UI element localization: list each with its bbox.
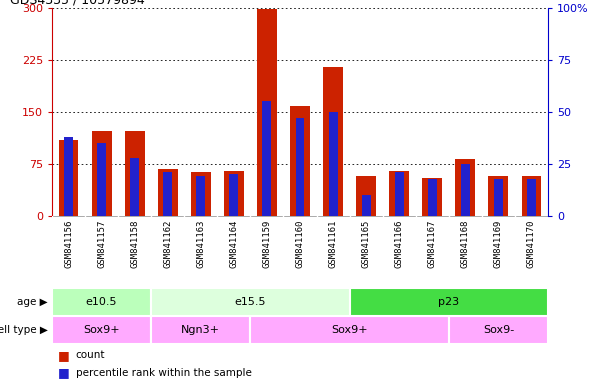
Bar [64, 137, 73, 216]
Bar [263, 101, 271, 216]
Bar [389, 171, 409, 216]
Text: GSM841168: GSM841168 [461, 220, 470, 268]
Bar [329, 112, 337, 216]
Bar [52, 316, 151, 344]
Text: Sox9+: Sox9+ [83, 325, 120, 335]
Text: Ngn3+: Ngn3+ [181, 325, 220, 335]
Text: ■: ■ [58, 366, 74, 379]
Bar [130, 158, 139, 216]
Bar [422, 178, 442, 216]
Text: GSM841169: GSM841169 [494, 220, 503, 268]
Bar [97, 143, 106, 216]
Text: GSM841166: GSM841166 [395, 220, 404, 268]
Bar [527, 179, 536, 216]
Bar [489, 176, 509, 216]
Bar [395, 172, 404, 216]
Bar [494, 179, 503, 216]
Bar [362, 195, 371, 216]
Bar [461, 164, 470, 216]
Bar [356, 176, 376, 216]
Text: Sox9-: Sox9- [483, 325, 514, 335]
Bar [296, 118, 304, 216]
Bar [91, 131, 112, 216]
Bar [124, 131, 145, 216]
Bar [52, 288, 151, 316]
Text: ■: ■ [58, 349, 74, 362]
Text: GSM841156: GSM841156 [64, 220, 73, 268]
Bar [449, 316, 548, 344]
Text: p23: p23 [438, 297, 460, 307]
Text: count: count [76, 350, 105, 360]
Bar [290, 106, 310, 216]
Text: percentile rank within the sample: percentile rank within the sample [76, 368, 251, 378]
Bar [151, 316, 250, 344]
Text: GSM841162: GSM841162 [163, 220, 172, 268]
Bar [350, 288, 548, 316]
Text: GSM841160: GSM841160 [296, 220, 304, 268]
Text: GSM841163: GSM841163 [196, 220, 205, 268]
Text: GSM841164: GSM841164 [230, 220, 238, 268]
Bar [230, 174, 238, 216]
Text: GSM841170: GSM841170 [527, 220, 536, 268]
Text: cell type ▶: cell type ▶ [0, 325, 48, 335]
Bar [151, 288, 350, 316]
Bar [158, 169, 178, 216]
Bar [250, 316, 449, 344]
Text: GSM841161: GSM841161 [329, 220, 337, 268]
Bar [455, 159, 476, 216]
Text: Sox9+: Sox9+ [332, 325, 368, 335]
Text: age ▶: age ▶ [17, 297, 48, 307]
Text: GSM841159: GSM841159 [263, 220, 271, 268]
Text: GDS4335 / 10579894: GDS4335 / 10579894 [10, 0, 145, 7]
Text: GSM841167: GSM841167 [428, 220, 437, 268]
Bar [58, 140, 78, 216]
Bar [191, 172, 211, 216]
Bar [257, 9, 277, 216]
Text: GSM841158: GSM841158 [130, 220, 139, 268]
Bar [522, 176, 542, 216]
Bar [323, 67, 343, 216]
Text: GSM841157: GSM841157 [97, 220, 106, 268]
Bar [428, 179, 437, 216]
Bar [196, 176, 205, 216]
Text: GSM841165: GSM841165 [362, 220, 371, 268]
Bar [224, 171, 244, 216]
Bar [163, 172, 172, 216]
Text: e10.5: e10.5 [86, 297, 117, 307]
Text: e15.5: e15.5 [235, 297, 266, 307]
